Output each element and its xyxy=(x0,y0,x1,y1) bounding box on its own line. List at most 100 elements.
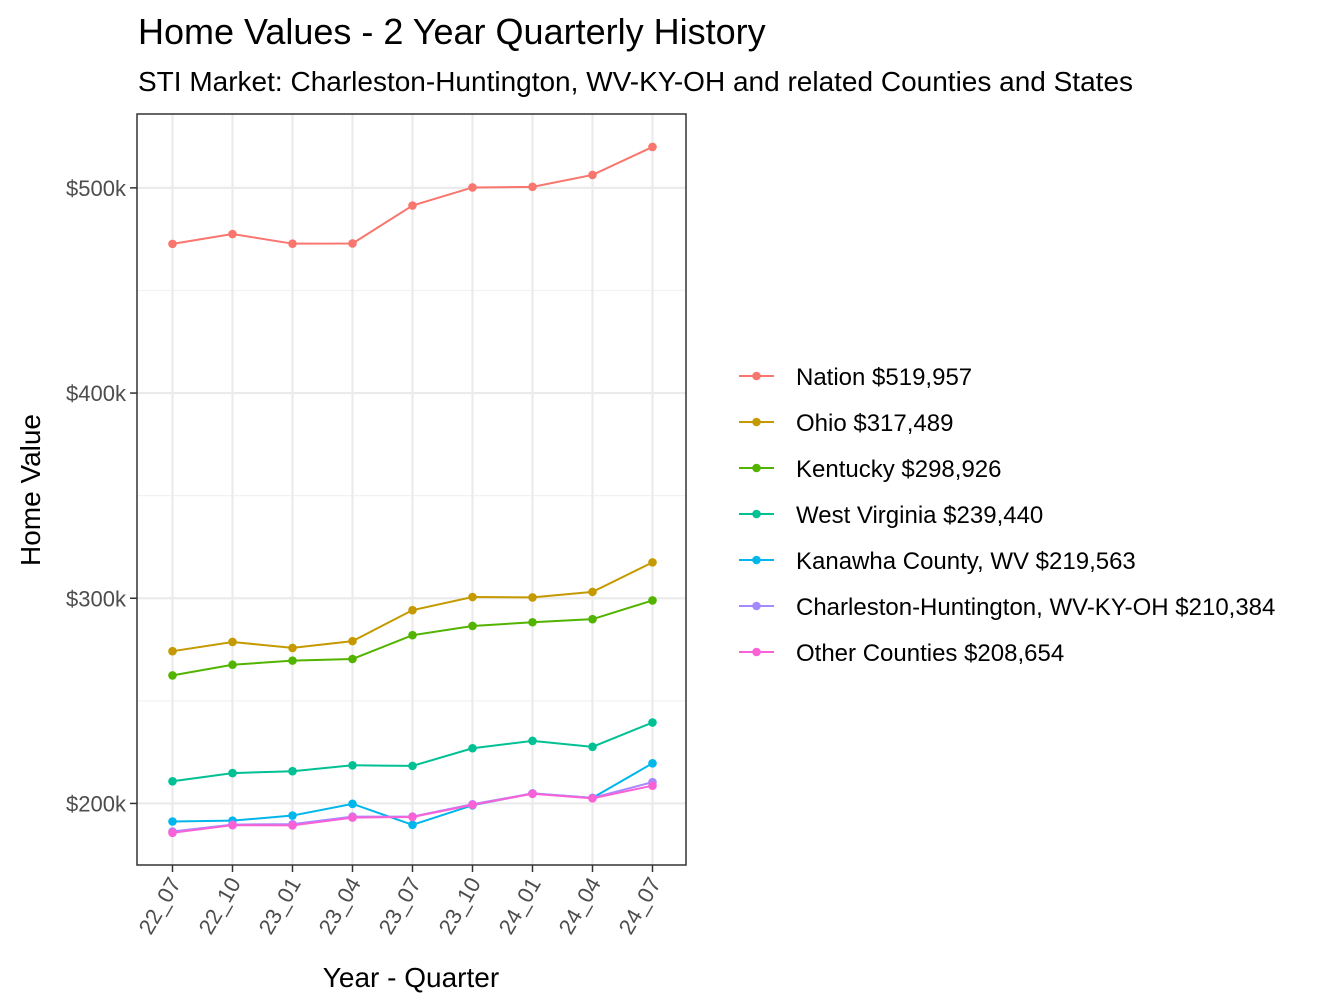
data-point xyxy=(168,776,177,786)
legend-item: Nation $519,957 xyxy=(739,364,972,391)
y-axis: $200k $300k $400k $500k xyxy=(66,176,137,816)
series xyxy=(168,142,657,249)
data-point xyxy=(348,636,357,646)
data-point xyxy=(348,799,357,809)
data-point xyxy=(588,614,597,624)
legend-label: Kentucky $298,926 xyxy=(796,456,1002,483)
major-gridlines xyxy=(137,114,686,865)
data-point xyxy=(288,239,297,248)
data-point xyxy=(408,761,417,771)
data-point xyxy=(648,558,657,567)
y-tick-label: $400k xyxy=(66,381,127,406)
plot-panel xyxy=(136,113,687,866)
data-point xyxy=(168,671,177,680)
data-point xyxy=(588,794,597,803)
x-tick-label: 24_07 xyxy=(614,873,666,938)
data-point xyxy=(648,596,657,605)
x-tick-label: 23_10 xyxy=(434,873,486,938)
series-layer xyxy=(168,142,657,838)
legend-key-point xyxy=(752,463,761,473)
legend-label: Kanawha County, WV $219,563 xyxy=(796,548,1136,575)
data-point xyxy=(648,142,657,152)
x-axis: 22_07 22_10 23_01 23_04 23_07 23_10 24_01 24_04… xyxy=(134,865,666,938)
x-tick-label: 24_01 xyxy=(494,873,546,938)
x-tick-label: 22_07 xyxy=(134,873,186,938)
data-point xyxy=(588,742,597,752)
data-point xyxy=(408,201,417,210)
legend-key-point xyxy=(752,371,761,381)
legend: Nation $519,957 Ohio $317,489 Kentucky $29… xyxy=(739,364,1275,667)
series xyxy=(168,781,657,838)
data-point xyxy=(228,820,237,830)
data-point xyxy=(348,654,357,664)
data-point xyxy=(168,817,177,826)
x-axis-title: Year - Quarter xyxy=(323,962,499,993)
data-point xyxy=(288,821,297,830)
legend-key-point xyxy=(752,647,761,657)
data-point xyxy=(528,789,537,799)
data-point xyxy=(408,812,417,822)
legend-item: Charleston-Huntington, WV-KY-OH $210,384 xyxy=(739,594,1275,621)
legend-label: Ohio $317,489 xyxy=(796,410,953,437)
data-point xyxy=(528,617,537,627)
data-point xyxy=(408,605,417,615)
data-point xyxy=(408,630,417,640)
data-point xyxy=(588,587,597,597)
x-tick-label: 22_10 xyxy=(194,873,246,938)
legend-key-point xyxy=(752,555,761,565)
data-point xyxy=(168,239,177,249)
y-axis-title: Home Value xyxy=(15,414,46,566)
legend-key-point xyxy=(752,417,761,427)
x-tick-label: 24_04 xyxy=(554,873,606,938)
x-tick-label: 23_07 xyxy=(374,873,426,938)
data-point xyxy=(648,781,657,790)
data-point xyxy=(468,743,477,753)
data-point xyxy=(468,592,477,602)
series xyxy=(168,558,657,656)
data-point xyxy=(228,660,237,670)
data-point xyxy=(348,239,357,248)
data-point xyxy=(228,768,237,778)
x-tick-label: 23_04 xyxy=(314,873,366,938)
data-point xyxy=(528,736,537,746)
data-point xyxy=(168,828,177,838)
legend-key-point xyxy=(752,601,761,611)
chart-title: Home Values - 2 Year Quarterly History xyxy=(138,11,766,52)
data-point xyxy=(348,760,357,770)
data-point xyxy=(288,811,297,820)
data-point xyxy=(648,718,657,727)
data-point xyxy=(288,656,297,665)
legend-item: Kentucky $298,926 xyxy=(739,456,1002,483)
y-tick-label: $200k xyxy=(66,791,127,816)
data-point xyxy=(288,766,297,776)
series xyxy=(168,596,657,680)
legend-label: Charleston-Huntington, WV-KY-OH $210,384 xyxy=(796,594,1275,621)
legend-label: Other Counties $208,654 xyxy=(796,640,1064,667)
legend-item: Kanawha County, WV $219,563 xyxy=(739,548,1136,575)
legend-item: Ohio $317,489 xyxy=(739,410,953,437)
data-point xyxy=(168,646,177,656)
y-tick-label: $300k xyxy=(66,586,127,611)
chart-subtitle: STI Market: Charleston-Huntington, WV-KY… xyxy=(138,66,1133,97)
data-point xyxy=(408,820,417,830)
data-point xyxy=(468,800,477,810)
data-point xyxy=(528,182,537,192)
data-point xyxy=(288,643,297,653)
data-point xyxy=(228,229,237,239)
data-point xyxy=(588,170,597,180)
legend-item: Other Counties $208,654 xyxy=(739,640,1064,667)
plot-border xyxy=(136,113,687,866)
data-point xyxy=(528,593,537,602)
x-tick-label: 23_01 xyxy=(254,873,306,938)
data-point xyxy=(468,621,477,631)
data-point xyxy=(468,183,477,192)
y-tick-label: $500k xyxy=(66,176,127,201)
data-point xyxy=(348,813,357,822)
legend-item: West Virginia $239,440 xyxy=(739,502,1043,529)
legend-label: Nation $519,957 xyxy=(796,364,972,391)
series xyxy=(168,718,657,786)
data-point xyxy=(648,759,657,768)
legend-key-point xyxy=(752,509,761,519)
legend-label: West Virginia $239,440 xyxy=(796,502,1043,529)
